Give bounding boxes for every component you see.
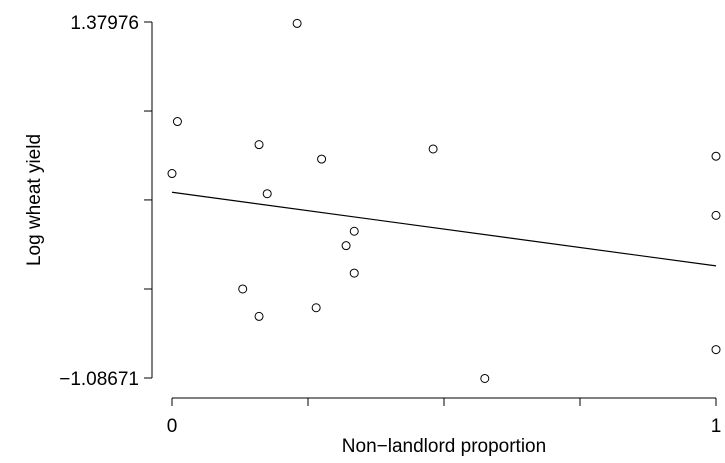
data-point (317, 154, 327, 164)
data-point (254, 140, 264, 150)
data-point (711, 210, 721, 220)
data-point (349, 268, 359, 278)
data-point (254, 311, 264, 321)
data-point (238, 284, 248, 294)
data-point (711, 151, 721, 161)
data-point (172, 117, 182, 127)
fit-line-group (171, 191, 717, 267)
data-point (292, 18, 302, 28)
data-point (262, 189, 272, 199)
y-tick-label: 1.37976 (70, 13, 139, 34)
data-point (341, 241, 351, 251)
data-point (311, 303, 321, 313)
x-axis-label: Non−landlord proportion (342, 436, 546, 457)
data-point (167, 169, 177, 179)
data-points (167, 18, 721, 383)
y-axis-label: Log wheat yield (24, 134, 45, 266)
data-point (480, 373, 490, 383)
regression-line (171, 191, 717, 267)
data-point (711, 345, 721, 355)
data-point (349, 226, 359, 236)
data-point (428, 144, 438, 154)
x-tick-label: 1 (711, 416, 722, 437)
x-tick-label: 0 (167, 416, 178, 437)
y-axis: −1.08671 1.37976 (59, 13, 153, 390)
y-tick-label: −1.08671 (59, 369, 139, 390)
